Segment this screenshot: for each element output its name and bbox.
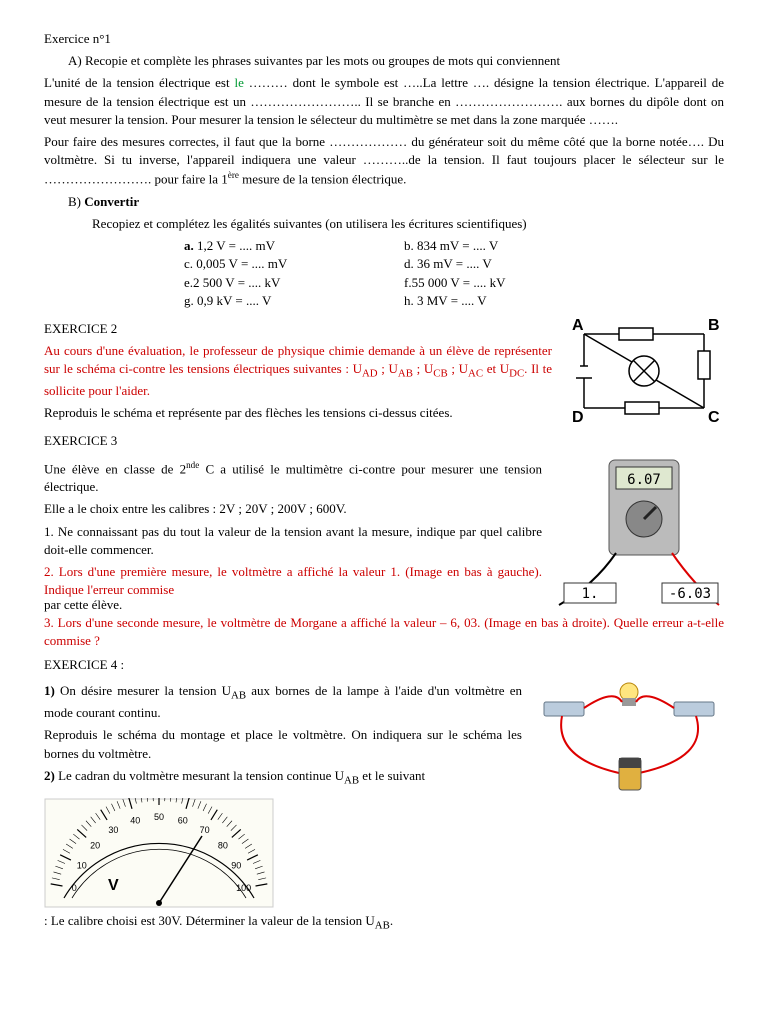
t: AB (375, 920, 390, 932)
v-label: V (108, 877, 119, 894)
svg-text:20: 20 (90, 841, 100, 851)
t: On désire mesurer la tension U (55, 683, 231, 698)
ex3-q1: 1. Ne connaissant pas du tout la valeur … (44, 523, 542, 559)
t: et le suivant (359, 768, 425, 783)
t: et U (483, 361, 509, 376)
ere: ère (228, 170, 239, 180)
convertir: Convertir (84, 194, 139, 209)
ex1-para1: L'unité de la tension électrique est le … (44, 74, 724, 129)
t: AB (231, 690, 246, 702)
ex2-p2: Reproduis le schéma et représente par de… (44, 404, 552, 422)
t: AC (468, 368, 483, 380)
svg-text:90: 90 (231, 861, 241, 871)
ex4-q2: 2) Le cadran du voltmètre mesurant la te… (44, 767, 522, 789)
ex4-q1: 1) On désire mesurer la tension UAB aux … (44, 682, 522, 722)
ex1-partB: B) Convertir (68, 193, 724, 211)
t: mesure de la tension électrique. (239, 172, 407, 187)
ex3-p1: Une élève en classe de 2nde C a utilisé … (44, 459, 542, 497)
label-B: B (708, 317, 720, 334)
t: Une élève en classe de 2 (44, 461, 186, 476)
t: DC (509, 368, 524, 380)
svg-text:50: 50 (154, 812, 164, 822)
svg-text:80: 80 (218, 841, 228, 851)
t: ; U (413, 361, 433, 376)
svg-text:40: 40 (130, 816, 140, 826)
t: 1) (44, 683, 55, 698)
svg-text:60: 60 (178, 816, 188, 826)
svg-text:70: 70 (200, 825, 210, 835)
ex3-q2a: 2. Lors d'une première mesure, le voltmè… (44, 563, 542, 599)
multimeter-figure: 6.07 1. -6.03 (554, 455, 724, 610)
svg-text:100: 100 (236, 883, 251, 893)
svg-text:10: 10 (77, 861, 87, 871)
t: ; U (378, 361, 398, 376)
display-left: 1. (582, 586, 599, 602)
ex3-q3: 3. Lors d'une seconde mesure, le voltmèt… (44, 614, 724, 650)
label-C: C (708, 409, 720, 426)
label-A: A (572, 317, 584, 334)
t: nde (186, 460, 199, 470)
conv-g: g. 0,9 kV = .... V (184, 292, 404, 310)
t: L'unité de la tension électrique est (44, 75, 234, 90)
ex1-title: Exercice n°1 (44, 30, 724, 48)
display-right: -6.03 (669, 586, 711, 602)
t: ; U (448, 361, 468, 376)
t: AB (398, 368, 413, 380)
ex3-title: EXERCICE 3 (44, 432, 724, 450)
conv-b: b. 834 mV = .... V (404, 237, 584, 255)
ex4-q1d: Reproduis le schéma du montage et place … (44, 726, 522, 762)
t: Le cadran du voltmètre mesurant la tensi… (55, 768, 344, 783)
t: AB (344, 774, 359, 786)
conv-a: a. 1,2 V = .... mV (184, 237, 404, 255)
ex4-last: : Le calibre choisi est 30V. Déterminer … (44, 912, 724, 934)
ex1-para2: Pour faire des mesures correctes, il fau… (44, 133, 724, 189)
ex3-p2: Elle a le choix entre les calibres : 2V … (44, 500, 542, 518)
conv-e: e.2 500 V = .... kV (184, 274, 404, 292)
svg-text:30: 30 (108, 825, 118, 835)
conv-d: d. 36 mV = .... V (404, 255, 584, 273)
ex1-partA: A) Recopie et complète les phrases suiva… (68, 52, 724, 70)
ex1-partB-sub: Recopiez et complétez les égalités suiva… (92, 215, 724, 233)
le: le (234, 75, 243, 90)
t: . (390, 913, 393, 928)
conversion-grid: a. 1,2 V = .... mV b. 834 mV = .... V c.… (184, 237, 724, 310)
analog-meter: 0 1020 30 40 50 60 70 8090 100 V (44, 798, 724, 908)
conv-c: c. 0,005 V = .... mV (184, 255, 404, 273)
t: : Le calibre choisi est 30V. Déterminer … (44, 913, 375, 928)
t: CB (433, 368, 447, 380)
t: AD (362, 368, 378, 380)
conv-h: h. 3 MV = .... V (404, 292, 584, 310)
t: 2. Lors d'une première mesure, le voltmè… (44, 564, 542, 597)
circuit-diagram: A B C D (564, 316, 724, 426)
circuit-photo (534, 678, 724, 798)
ex4-title: EXERCICE 4 : (44, 656, 724, 674)
label-D: D (572, 409, 584, 426)
ex2-title: EXERCICE 2 (44, 320, 552, 338)
conv-f: f.55 000 V = .... kV (404, 274, 584, 292)
t: 2) (44, 768, 55, 783)
svg-text:0: 0 (72, 883, 77, 893)
display-main: 6.07 (627, 472, 661, 488)
ex2-p1: Au cours d'une évaluation, le professeur… (44, 342, 552, 400)
